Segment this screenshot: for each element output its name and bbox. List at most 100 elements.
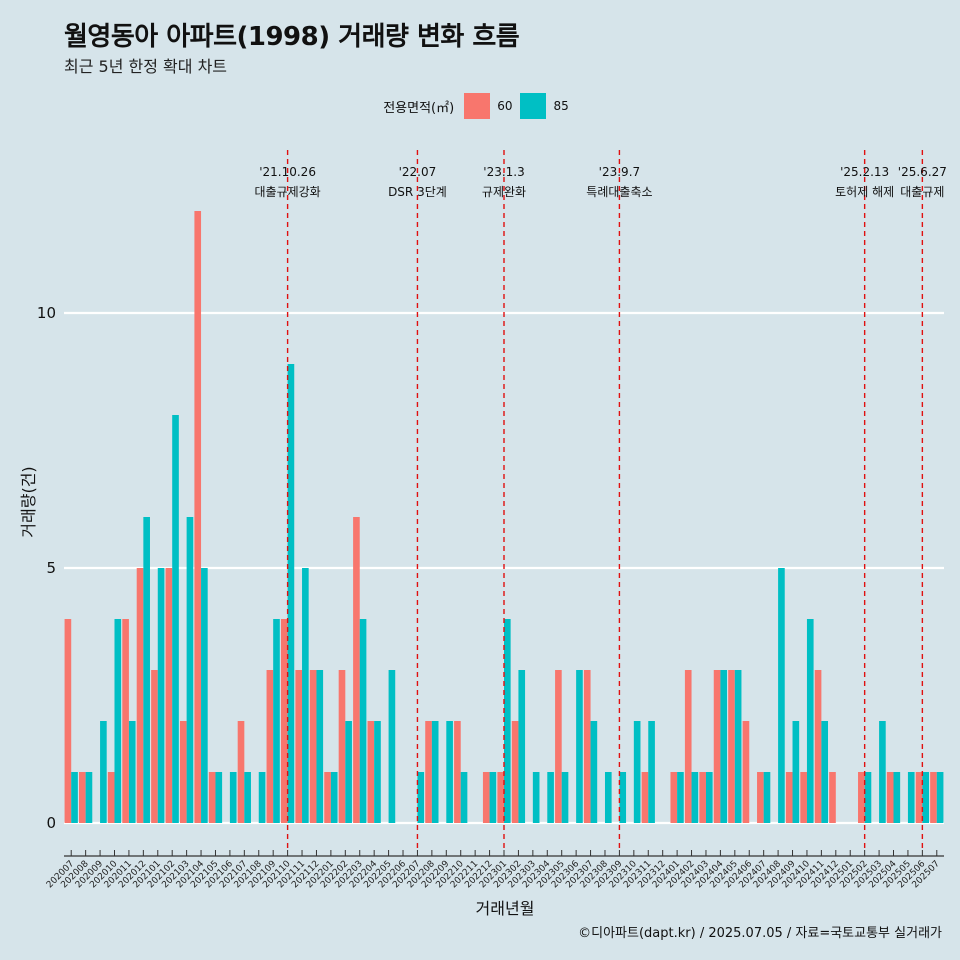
bar-85-202502 bbox=[864, 772, 872, 823]
bar-85-202306 bbox=[576, 670, 583, 823]
bar-60-202007 bbox=[64, 619, 72, 823]
legend-label-85: 85 bbox=[553, 99, 569, 113]
bar-85-202210 bbox=[460, 772, 468, 823]
bar-60-202011 bbox=[122, 619, 129, 823]
bar-60-202102 bbox=[165, 568, 173, 823]
bar-85-202505 bbox=[907, 772, 915, 823]
bar-85-202403 bbox=[705, 772, 713, 823]
bar-60-202404 bbox=[713, 670, 721, 823]
y-axis-label: 거래량(건) bbox=[19, 466, 38, 537]
bar-60-202411 bbox=[814, 670, 822, 823]
annotation-label: 대출규제강화 bbox=[254, 185, 320, 199]
bar-85-202401 bbox=[677, 772, 684, 823]
bar-60-202204 bbox=[367, 721, 375, 823]
annotation-label: DSR 3단계 bbox=[388, 185, 447, 199]
bar-60-202410 bbox=[800, 772, 807, 823]
x-axis-label: 거래년월 bbox=[476, 899, 535, 918]
legend: 전용면적(㎡) 60 85 bbox=[0, 93, 960, 119]
bar-85-202207 bbox=[417, 772, 425, 823]
bar-85-202506 bbox=[922, 772, 929, 823]
bar-85-202204 bbox=[374, 721, 381, 823]
annotation-date: '23.1.3 bbox=[483, 165, 524, 179]
bar-85-202012 bbox=[143, 517, 150, 823]
bar-85-202106 bbox=[229, 772, 237, 823]
annotation-label: 규제완화 bbox=[482, 185, 526, 199]
bar-85-202309 bbox=[619, 772, 627, 823]
bar-85-202305 bbox=[561, 772, 569, 823]
bar-60-202110 bbox=[280, 619, 288, 823]
bar-60-202409 bbox=[785, 772, 793, 823]
bar-85-202111 bbox=[302, 568, 309, 823]
bar-60-202504 bbox=[886, 772, 894, 823]
bar-60-202402 bbox=[684, 670, 692, 823]
bar-85-202110 bbox=[287, 364, 295, 823]
bar-60-202203 bbox=[353, 517, 360, 823]
bar-60-202507 bbox=[930, 772, 937, 823]
bar-85-202303 bbox=[532, 772, 540, 823]
bar-60-202212 bbox=[482, 772, 490, 823]
bar-60-202407 bbox=[757, 772, 764, 823]
bar-60-202305 bbox=[555, 670, 562, 823]
bar-60-202111 bbox=[295, 670, 303, 823]
bar-60-202401 bbox=[670, 772, 678, 823]
bar-85-202402 bbox=[691, 772, 699, 823]
annotation-label: 특례대출축소 bbox=[586, 185, 652, 199]
bar-85-202010 bbox=[114, 619, 122, 823]
bar-85-202208 bbox=[431, 721, 439, 823]
bar-85-202011 bbox=[128, 721, 136, 823]
annotation-date: '23.9.7 bbox=[599, 165, 640, 179]
y-tick-label: 5 bbox=[46, 559, 56, 577]
bar-85-202503 bbox=[879, 721, 886, 823]
bar-85-202311 bbox=[648, 721, 655, 823]
bar-85-202310 bbox=[633, 721, 641, 823]
bar-85-202209 bbox=[446, 721, 453, 823]
bar-60-202405 bbox=[728, 670, 735, 823]
bar-60-202302 bbox=[511, 721, 519, 823]
bar-85-202009 bbox=[100, 721, 107, 823]
legend-key-85 bbox=[520, 93, 547, 119]
bar-85-202109 bbox=[273, 619, 280, 823]
annotation-date: '25.2.13 bbox=[840, 165, 889, 179]
bar-60-202201 bbox=[324, 772, 331, 823]
bar-60-202104 bbox=[194, 211, 202, 823]
bar-85-202103 bbox=[186, 517, 194, 823]
bar-85-202105 bbox=[215, 772, 223, 823]
y-tick-label: 0 bbox=[46, 814, 56, 832]
bar-85-202104 bbox=[201, 568, 208, 823]
chart-title: 월영동아 아파트(1998) 거래량 변화 흐름 bbox=[64, 22, 520, 52]
bar-60-202210 bbox=[454, 721, 461, 823]
annotation-date: '25.6.27 bbox=[898, 165, 947, 179]
bar-85-202212 bbox=[489, 772, 497, 823]
legend-title: 전용면적(㎡) bbox=[383, 100, 455, 116]
bar-85-202102 bbox=[172, 415, 179, 823]
annotation-label: 대출규제 bbox=[900, 185, 944, 199]
bar-60-202012 bbox=[136, 568, 144, 823]
bar-85-202107 bbox=[244, 772, 251, 823]
bar-85-202112 bbox=[316, 670, 324, 823]
bar-85-202201 bbox=[330, 772, 338, 823]
bar-60-202506 bbox=[915, 772, 923, 823]
bar-60-202502 bbox=[858, 772, 865, 823]
bar-60-202112 bbox=[309, 670, 317, 823]
bar-60-202311 bbox=[641, 772, 649, 823]
bar-85-202411 bbox=[821, 721, 829, 823]
bar-60-202412 bbox=[829, 772, 836, 823]
annotations: '21.10.26 대출규제강화 '22.07 DSR 3단계 '23.1.3 규제완화 '… bbox=[254, 150, 947, 850]
annotation-date: '22.07 bbox=[399, 165, 437, 179]
bar-60-202406 bbox=[742, 721, 750, 823]
bar-85-202405 bbox=[734, 670, 742, 823]
legend-label-60: 60 bbox=[497, 99, 513, 113]
bar-60-202202 bbox=[338, 670, 346, 823]
bar-60-202103 bbox=[179, 721, 187, 823]
bar-60-202101 bbox=[151, 670, 158, 823]
bar-60-202208 bbox=[425, 721, 432, 823]
legend-key-60 bbox=[464, 93, 491, 119]
bar-85-202008 bbox=[85, 772, 93, 823]
bar-85-202301 bbox=[504, 619, 511, 823]
bar-85-202205 bbox=[388, 670, 396, 823]
bar-85-202410 bbox=[806, 619, 814, 823]
chart-subtitle: 최근 5년 한정 확대 차트 bbox=[64, 57, 228, 76]
bar-85-202203 bbox=[359, 619, 367, 823]
bar-85-202507 bbox=[936, 772, 944, 823]
bar-85-202302 bbox=[518, 670, 526, 823]
